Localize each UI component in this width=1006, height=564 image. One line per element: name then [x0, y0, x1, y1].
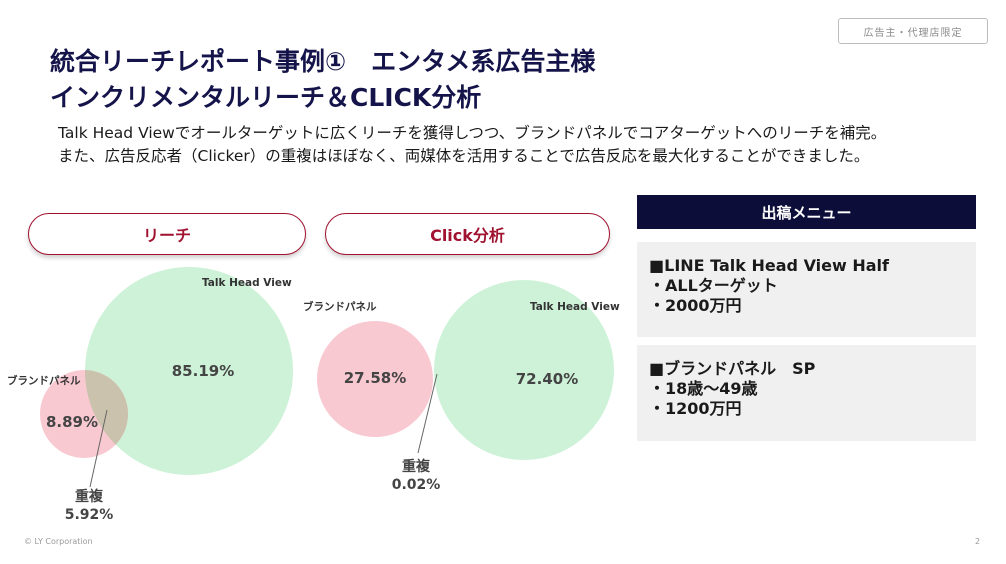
reach-overlap-value: 5.92% — [65, 507, 114, 523]
click-brand-name: ブランドパネル — [303, 300, 377, 313]
menu-card-brand-panel: ■ブランドパネル SP ・18歳～49歳 ・1200万円 — [637, 345, 976, 441]
click-overlap-value: 0.02% — [392, 477, 441, 493]
click-thv-value: 72.40% — [516, 370, 578, 388]
menu-item-target: ・ALLターゲット — [649, 276, 778, 295]
reach-overlap-label: 重複 — [75, 488, 104, 505]
click-overlap-label: 重複 — [402, 458, 431, 475]
page-number: 2 — [975, 537, 981, 546]
lead-line-2: また、広告反応者（Clicker）の重複はほぼなく、両媒体を活用することで広告反… — [58, 147, 870, 165]
reach-venn: Talk Head View 85.19% ブランドパネル 8.89% 重複 5… — [7, 267, 293, 523]
menu-item-title: ■ブランドパネル SP — [649, 359, 816, 378]
click-venn: ブランドパネル 27.58% Talk Head View 72.40% 重複 … — [303, 280, 620, 493]
restricted-badge: 広告主・代理店限定 — [838, 18, 988, 44]
click-brand-panel-circle — [317, 321, 433, 437]
reach-section-header: リーチ — [28, 213, 306, 255]
page-title: 統合リーチレポート事例① エンタメ系広告主様 インクリメンタルリーチ＆CLICK… — [50, 44, 595, 116]
reach-brand-value: 8.89% — [46, 413, 98, 431]
click-brand-value: 27.58% — [344, 369, 406, 387]
click-talk-head-view-circle — [434, 280, 614, 460]
copyright: © LY Corporation — [24, 537, 93, 546]
reach-brand-name: ブランドパネル — [7, 374, 81, 387]
menu-item-title: ■LINE Talk Head View Half — [649, 256, 889, 275]
reach-thv-name: Talk Head View — [202, 277, 292, 289]
menu-card-talk-head-view: ■LINE Talk Head View Half ・ALLターゲット ・200… — [637, 242, 976, 337]
title-line-2: インクリメンタルリーチ＆CLICK分析 — [50, 83, 482, 112]
lead-line-1: Talk Head Viewでオールターゲットに広くリーチを獲得しつつ、ブランド… — [58, 124, 887, 142]
menu-header: 出稿メニュー — [637, 195, 976, 229]
menu-item-target: ・18歳～49歳 — [649, 379, 758, 398]
reach-thv-value: 85.19% — [172, 362, 234, 380]
menu-item-budget: ・1200万円 — [649, 399, 742, 418]
click-overlap-pointer — [417, 373, 438, 454]
lead-text: Talk Head Viewでオールターゲットに広くリーチを獲得しつつ、ブランド… — [58, 122, 886, 168]
reach-overlap-pointer — [89, 409, 108, 488]
venn-diagrams: Talk Head View 85.19% ブランドパネル 8.89% 重複 5… — [7, 267, 620, 523]
menu-item-budget: ・2000万円 — [649, 296, 742, 315]
click-section-header: Click分析 — [325, 213, 610, 255]
click-thv-name: Talk Head View — [530, 301, 620, 313]
title-line-1: 統合リーチレポート事例① エンタメ系広告主様 — [50, 47, 596, 76]
reach-talk-head-view-circle — [85, 267, 293, 475]
